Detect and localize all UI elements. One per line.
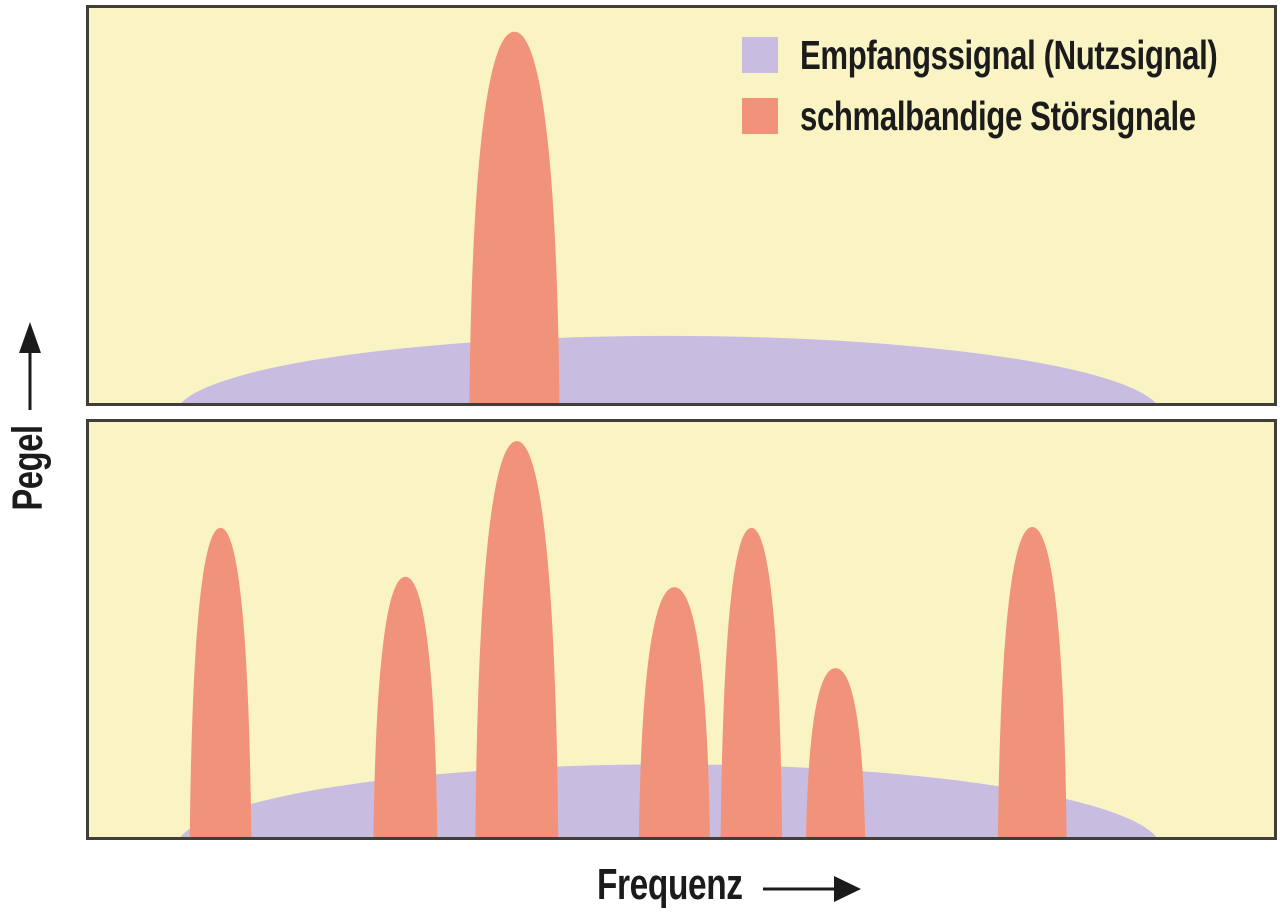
legend-label-stoersignale: schmalbandige Störsignale [800, 93, 1196, 139]
y-axis-arrow-head [19, 322, 41, 353]
legend-item-stoersignale: schmalbandige Störsignale [742, 94, 1280, 138]
stoersignal-peak [189, 527, 252, 837]
stoersignal-peak [720, 527, 783, 837]
stoersignal-peak [469, 31, 560, 403]
panel-bottom-content [180, 441, 1157, 837]
stoersignal-peak [997, 526, 1067, 837]
stoersignal-peak [638, 587, 710, 837]
stoersignal-peak [475, 441, 559, 837]
panel-top-content [181, 31, 1156, 403]
x-axis-label: Frequenz [597, 860, 743, 909]
x-axis-arrow-head [834, 876, 861, 902]
legend-item-nutzsignal: Empfangssignal (Nutzsignal) [742, 33, 1280, 77]
axis-arrows [19, 322, 861, 902]
y-axis-label: Pegel [3, 425, 52, 511]
legend-label-nutzsignal: Empfangssignal (Nutzsignal) [800, 32, 1218, 78]
stoersignal-peak [805, 668, 866, 837]
legend-swatch-stoersignale [742, 98, 778, 134]
nutzsignal-dome [181, 335, 1156, 403]
legend-swatch-nutzsignal [742, 37, 778, 73]
y-axis-arrow-line [28, 352, 32, 410]
x-axis-arrow-line [763, 887, 835, 891]
stoersignal-peak [373, 576, 438, 837]
